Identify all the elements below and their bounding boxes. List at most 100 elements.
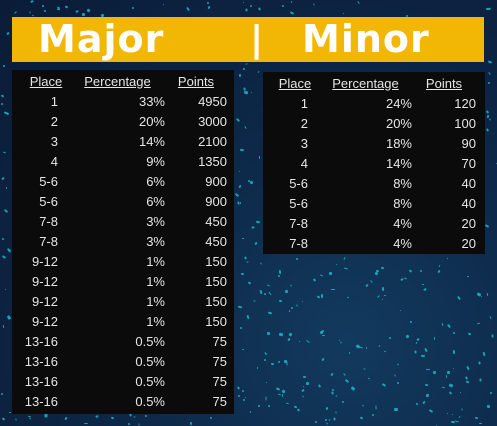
speck bbox=[289, 309, 291, 312]
speck bbox=[240, 272, 245, 276]
speck bbox=[388, 336, 392, 340]
speck bbox=[243, 90, 249, 95]
speck bbox=[461, 408, 464, 412]
speck bbox=[237, 394, 241, 398]
speck bbox=[302, 395, 305, 398]
speck bbox=[342, 373, 346, 377]
speck bbox=[305, 340, 310, 344]
speck bbox=[313, 3, 315, 6]
speck bbox=[341, 400, 345, 403]
speck bbox=[448, 390, 453, 395]
speck bbox=[457, 295, 462, 301]
speck bbox=[416, 338, 420, 342]
speck bbox=[340, 341, 342, 344]
percentage-cell: 14% bbox=[385, 155, 412, 171]
speck bbox=[475, 416, 479, 419]
speck bbox=[486, 293, 488, 297]
speck bbox=[445, 374, 448, 379]
speck bbox=[466, 380, 470, 384]
points-cell: 90 bbox=[461, 135, 476, 151]
percentage-cell: 6% bbox=[146, 173, 165, 189]
speck bbox=[302, 385, 304, 387]
speck bbox=[268, 291, 273, 296]
speck bbox=[335, 411, 337, 414]
speck bbox=[367, 377, 370, 380]
speck bbox=[131, 6, 135, 10]
speck bbox=[64, 416, 68, 421]
speck bbox=[371, 413, 375, 417]
speck bbox=[6, 186, 8, 190]
speck bbox=[277, 360, 280, 364]
points-cell: 150 bbox=[205, 293, 227, 309]
table-row: 1 24% 120 bbox=[271, 93, 476, 113]
speck bbox=[251, 91, 253, 93]
points-cell: 75 bbox=[212, 353, 227, 369]
table-row: 9-12 1% 150 bbox=[22, 311, 227, 331]
speck bbox=[348, 351, 351, 355]
speck bbox=[1, 254, 7, 259]
points-cell: 40 bbox=[461, 195, 476, 211]
speck bbox=[481, 296, 483, 298]
speck bbox=[485, 128, 490, 132]
speck bbox=[437, 269, 442, 274]
speck bbox=[289, 10, 295, 15]
table-row: 5-6 6% 900 bbox=[22, 171, 227, 191]
speck bbox=[5, 32, 10, 36]
speck bbox=[446, 413, 448, 415]
speck bbox=[265, 353, 268, 355]
speck bbox=[266, 331, 270, 335]
speck bbox=[284, 289, 289, 294]
speck bbox=[383, 351, 387, 353]
speck bbox=[241, 238, 244, 240]
table-header-row: Place Percentage Points bbox=[22, 71, 227, 91]
points-cell: 75 bbox=[212, 393, 227, 409]
table-row: 4 14% 70 bbox=[271, 153, 476, 173]
table-row: 2 20% 100 bbox=[271, 113, 476, 133]
speck bbox=[305, 381, 309, 385]
speck bbox=[1, 177, 5, 181]
speck bbox=[237, 305, 243, 309]
table-row: 7-8 4% 20 bbox=[271, 233, 476, 253]
speck bbox=[448, 383, 453, 388]
header-banner: Major | Minor bbox=[12, 17, 484, 62]
speck bbox=[281, 4, 284, 7]
percentage-cell: 4% bbox=[393, 235, 412, 251]
table-row: 5-6 8% 40 bbox=[271, 193, 476, 213]
speck bbox=[424, 383, 429, 387]
speck bbox=[239, 170, 241, 172]
title-separator: | bbox=[250, 19, 265, 60]
points-cell: 450 bbox=[205, 213, 227, 229]
table-row: 3 18% 90 bbox=[271, 133, 476, 153]
speck bbox=[459, 392, 462, 394]
speck bbox=[330, 372, 334, 377]
speck bbox=[257, 70, 260, 73]
points-cell: 150 bbox=[205, 253, 227, 269]
speck bbox=[206, 1, 209, 5]
speck bbox=[486, 404, 491, 409]
speck bbox=[295, 304, 298, 307]
speck bbox=[433, 337, 436, 341]
speck bbox=[331, 390, 335, 395]
speck bbox=[478, 361, 481, 365]
speck bbox=[375, 405, 378, 410]
table-row: 7-8 3% 450 bbox=[22, 231, 227, 251]
speck bbox=[394, 408, 399, 412]
speck bbox=[240, 201, 242, 204]
speck bbox=[325, 407, 329, 411]
place-cell: 7-8 bbox=[39, 213, 58, 229]
percentage-cell: 1% bbox=[146, 313, 165, 329]
column-header-points: Points bbox=[425, 75, 463, 91]
speck bbox=[75, 9, 79, 13]
speck bbox=[409, 321, 413, 324]
points-cell: 20 bbox=[461, 235, 476, 251]
speck bbox=[342, 13, 345, 15]
speck bbox=[267, 404, 271, 407]
speck bbox=[186, 6, 191, 12]
table-row: 7-8 4% 20 bbox=[271, 213, 476, 233]
speck bbox=[422, 284, 425, 286]
speck bbox=[277, 393, 281, 396]
place-cell: 3 bbox=[50, 133, 58, 149]
table-header-row: Place Percentage Points bbox=[271, 73, 476, 93]
speck bbox=[314, 421, 318, 424]
speck bbox=[6, 315, 12, 321]
